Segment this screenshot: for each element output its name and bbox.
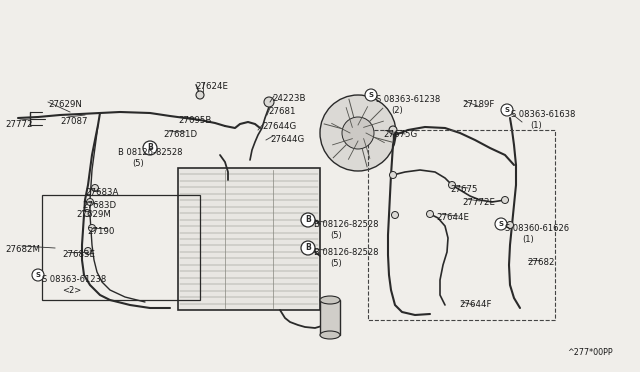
Circle shape [32,269,44,281]
Ellipse shape [320,296,340,304]
Text: S 08360-61626: S 08360-61626 [505,224,569,233]
Text: 27190: 27190 [87,227,115,236]
Circle shape [84,247,92,254]
Text: 27681D: 27681D [163,130,197,139]
Text: S 08363-61238: S 08363-61238 [42,275,106,284]
Text: 27644G: 27644G [262,122,296,131]
Text: B 08126-82528: B 08126-82528 [314,248,378,257]
Text: 24223B: 24223B [272,94,305,103]
Text: 27644G: 27644G [270,135,304,144]
Circle shape [389,126,397,134]
Circle shape [196,91,204,99]
Circle shape [342,117,374,149]
Bar [178,168,320,310]
Bar [368,130,555,320]
Ellipse shape [320,331,340,339]
Circle shape [88,224,95,231]
Circle shape [92,185,99,192]
Circle shape [392,212,399,218]
Text: 27683E: 27683E [62,250,95,259]
Circle shape [501,104,513,116]
Text: B 08126-82528: B 08126-82528 [314,220,378,229]
Text: S: S [499,221,504,227]
Text: 27629N: 27629N [48,100,82,109]
Text: 27683A: 27683A [85,188,118,197]
Text: B: B [147,144,153,153]
Circle shape [506,221,513,228]
Text: 27644E: 27644E [436,213,469,222]
Text: (1): (1) [522,235,534,244]
Text: <2>: <2> [62,286,81,295]
Text: (2): (2) [391,106,403,115]
Text: 27629M: 27629M [76,210,111,219]
Text: 27189F: 27189F [462,100,494,109]
Text: 27675G: 27675G [383,130,417,139]
Text: 27682M: 27682M [5,245,40,254]
Circle shape [449,182,456,189]
Text: S 08363-61238: S 08363-61238 [376,95,440,104]
Circle shape [502,196,509,203]
Text: 27683D: 27683D [82,201,116,210]
Text: 27087: 27087 [60,117,88,126]
Circle shape [83,209,90,217]
Text: (1): (1) [530,121,541,130]
Text: S: S [504,107,509,113]
Bar [320,300,340,335]
Circle shape [86,199,93,205]
Text: B: B [305,215,311,224]
Text: B: B [305,244,311,253]
Text: B 08126-82528: B 08126-82528 [118,148,182,157]
Text: S: S [369,92,374,98]
Circle shape [426,211,433,218]
Circle shape [365,89,377,101]
Text: (5): (5) [132,159,144,168]
Text: 27682: 27682 [527,258,554,267]
Text: (5): (5) [330,231,342,240]
Text: ^277*00PP: ^277*00PP [567,348,612,357]
Text: 27772E: 27772E [462,198,495,207]
Text: 27772: 27772 [5,120,33,129]
Text: S 08363-61638: S 08363-61638 [511,110,575,119]
Text: S: S [35,272,40,278]
Circle shape [143,141,157,155]
Circle shape [390,171,397,179]
Circle shape [301,213,315,227]
Text: (5): (5) [330,259,342,268]
Bar [42,195,200,300]
Text: 27095B: 27095B [178,116,211,125]
Text: 27644F: 27644F [459,300,492,309]
Text: 27681: 27681 [268,107,296,116]
Text: 27675: 27675 [450,185,477,194]
Circle shape [495,218,507,230]
Circle shape [264,97,274,107]
Text: 27624E: 27624E [195,82,228,91]
Circle shape [320,95,396,171]
Circle shape [301,241,315,255]
